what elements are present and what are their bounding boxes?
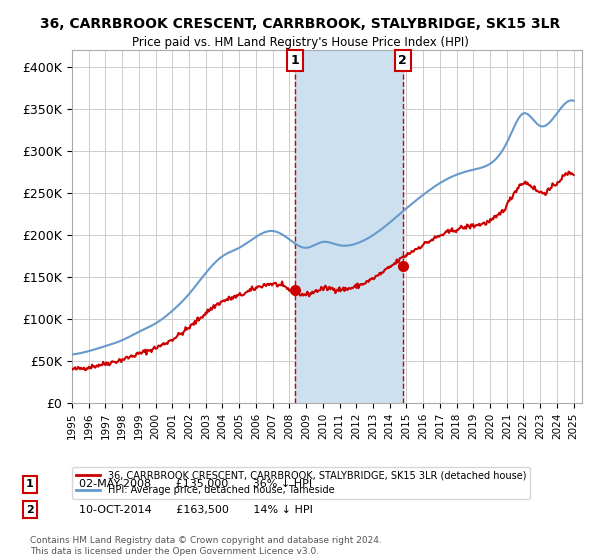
Text: 36, CARRBROOK CRESCENT, CARRBROOK, STALYBRIDGE, SK15 3LR: 36, CARRBROOK CRESCENT, CARRBROOK, STALY… (40, 17, 560, 31)
Text: 10-OCT-2014       £163,500       14% ↓ HPI: 10-OCT-2014 £163,500 14% ↓ HPI (72, 505, 313, 515)
Text: Price paid vs. HM Land Registry's House Price Index (HPI): Price paid vs. HM Land Registry's House … (131, 36, 469, 49)
Text: 2: 2 (398, 54, 407, 67)
Text: 1: 1 (290, 54, 299, 67)
Text: Contains HM Land Registry data © Crown copyright and database right 2024.
This d: Contains HM Land Registry data © Crown c… (30, 536, 382, 556)
Bar (295, 50, 403, 403)
Legend: 36, CARRBROOK CRESCENT, CARRBROOK, STALYBRIDGE, SK15 3LR (detached house), HPI: : 36, CARRBROOK CRESCENT, CARRBROOK, STALY… (72, 466, 530, 500)
Text: 02-MAY-2008       £135,000       36% ↓ HPI: 02-MAY-2008 £135,000 36% ↓ HPI (72, 479, 312, 489)
Text: 2: 2 (26, 505, 34, 515)
Text: 1: 1 (26, 479, 34, 489)
